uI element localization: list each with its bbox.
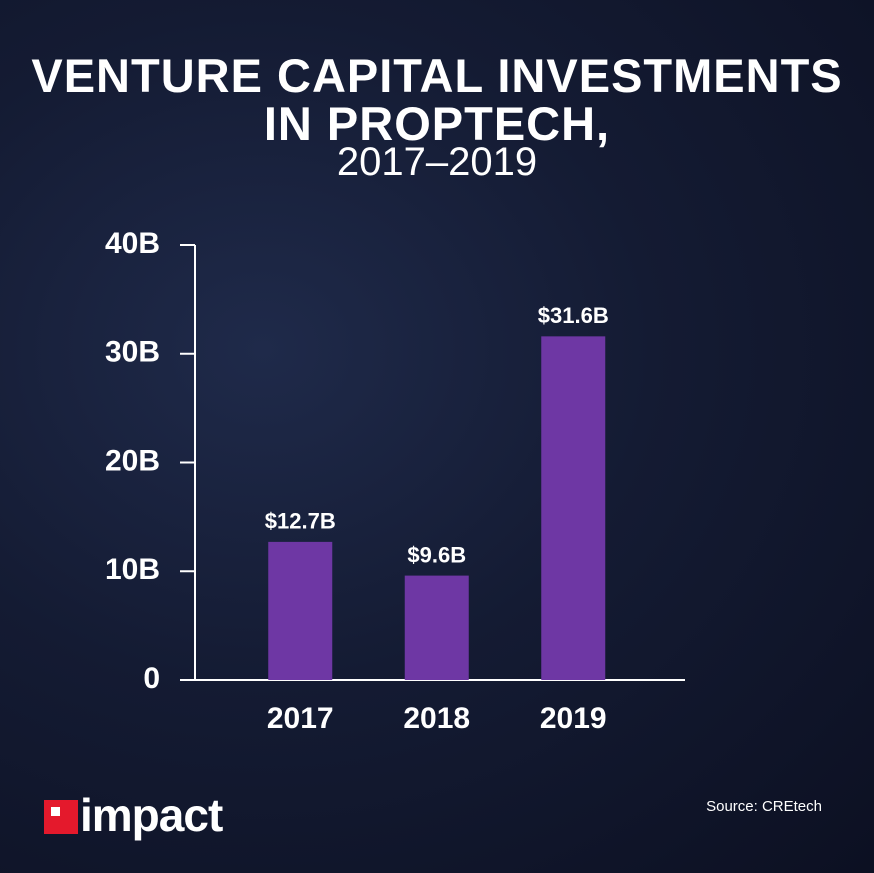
source: Source: CREtech	[706, 798, 822, 815]
chart-title: VENTURE CAPITAL INVESTMENTS IN PROPTECH,	[31, 49, 843, 150]
x-tick-label: 2017	[267, 702, 334, 735]
logo: impact	[44, 789, 223, 841]
x-tick-label: 2019	[540, 702, 607, 735]
data-label: $31.6B	[538, 303, 609, 328]
y-tick-label: 40B	[105, 227, 160, 260]
bar	[404, 575, 469, 680]
x-tick-label: 2018	[403, 702, 470, 735]
logo-icon	[44, 800, 78, 834]
y-tick-label: 20B	[105, 444, 160, 477]
y-tick-label: 10B	[105, 553, 160, 586]
y-tick-label: 0	[143, 662, 160, 695]
chart-subtitle: 2017–2019	[336, 140, 538, 184]
bar	[541, 336, 606, 680]
y-tick-label: 30B	[105, 336, 160, 369]
data-label: $9.6B	[407, 542, 466, 567]
data-label: $12.7B	[265, 509, 336, 534]
bar	[268, 541, 333, 680]
logo-text: impact	[80, 789, 223, 841]
